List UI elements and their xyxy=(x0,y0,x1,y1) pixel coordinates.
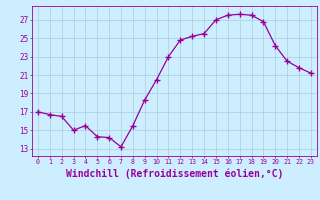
X-axis label: Windchill (Refroidissement éolien,°C): Windchill (Refroidissement éolien,°C) xyxy=(66,168,283,179)
